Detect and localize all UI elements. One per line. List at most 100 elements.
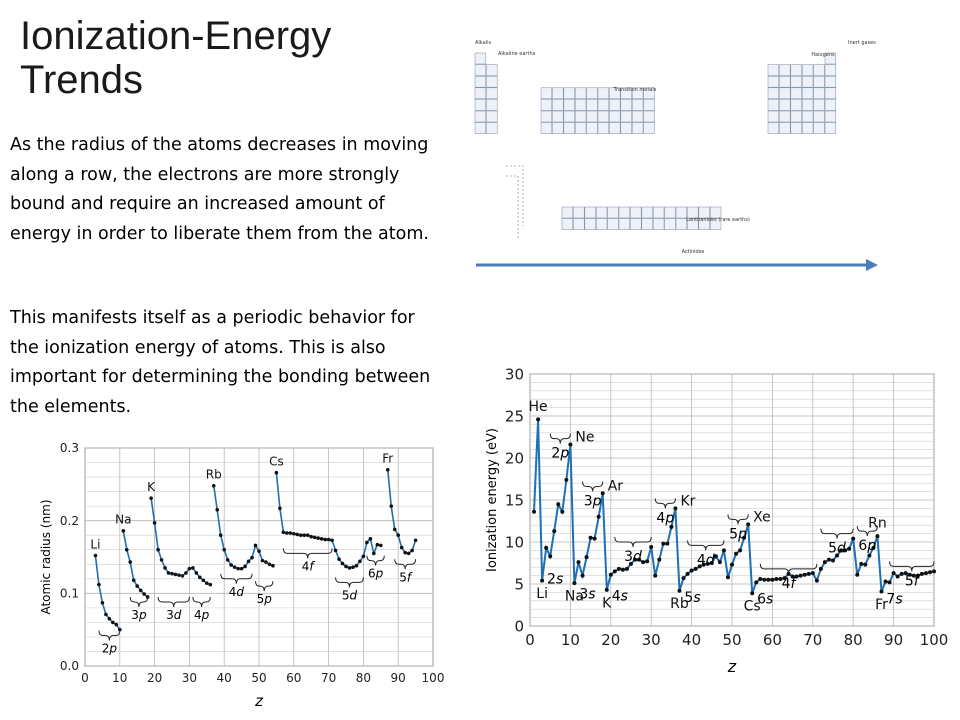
ion-data-point (778, 576, 783, 581)
radius-data-point (222, 547, 226, 552)
ion-data-point (871, 545, 876, 550)
ion-data-point (794, 574, 799, 579)
radius-data-point (410, 548, 414, 553)
pt-transition-cell (620, 87, 632, 100)
pt-transition-cell (540, 110, 553, 123)
ion-brace (582, 481, 604, 492)
radius-data-point (236, 566, 240, 571)
pt-transition-cell (631, 122, 644, 134)
ion-data-point (612, 569, 617, 574)
pt-f-block-cell (698, 218, 710, 230)
radius-data-point (298, 533, 303, 537)
ion-data-point (620, 567, 625, 572)
radius-brace-label: 4f (302, 559, 316, 573)
radius-data-point (232, 565, 237, 569)
ion-data-point (762, 577, 767, 582)
pt-p-block-cell (790, 75, 802, 88)
radius-xtick-label: 90 (391, 671, 406, 685)
ion-element-label: Li (536, 586, 548, 602)
ion-data-point (564, 477, 569, 482)
radius-data-point (135, 584, 139, 588)
ion-data-point (895, 574, 900, 579)
ion-data-point (855, 572, 860, 577)
radius-data-point (337, 557, 341, 561)
pt-p-block-cell (801, 64, 814, 76)
pt-p-block-cell (801, 110, 814, 123)
ion-data-point (927, 570, 932, 575)
pt-p-block-cell (813, 99, 825, 111)
ion-data-point (887, 580, 892, 585)
ion-data-point (592, 536, 597, 541)
radius-brace-label: 5f (399, 570, 413, 584)
ion-brace (614, 536, 652, 548)
pt-transition-cell (609, 122, 621, 134)
ion-data-point (746, 522, 751, 527)
pt-label-alkalis: Alkalis (475, 40, 491, 46)
radius-brace (129, 597, 149, 608)
radius-data-point (288, 531, 293, 535)
ion-y-axis-label: Ionization energy (eV) (485, 428, 500, 572)
radius-data-point (121, 529, 126, 533)
ion-data-point (774, 576, 779, 581)
ion-brace-label: 5f (905, 573, 921, 589)
ion-data-point (637, 557, 642, 562)
pt-transition-cell (563, 87, 575, 100)
ion-ytick-label: 20 (505, 449, 524, 467)
radius-ytick-label: 0.3 (60, 441, 79, 455)
ion-element-label: Xe (753, 509, 771, 525)
ion-data-point (867, 553, 872, 558)
radius-data-point (191, 566, 195, 570)
pt-cell (474, 99, 487, 111)
slide-title-line2: Trends (20, 58, 144, 102)
pt-p-block-cell (779, 110, 791, 123)
pt-p-block-cell (767, 87, 780, 100)
pt-p-block-cell (790, 87, 802, 100)
radius-xtick-label: 30 (182, 671, 197, 685)
pt-transition-cell (643, 110, 655, 123)
ion-element-label: K (602, 595, 612, 611)
radius-brace (192, 597, 211, 608)
radius-data-point (166, 571, 171, 575)
ion-x-axis-label: z (727, 657, 737, 676)
ion-data-point (576, 560, 581, 565)
pt-f-block-cell (561, 206, 574, 219)
ion-brace (687, 540, 725, 551)
ion-data-point (532, 509, 537, 514)
pt-label-halogens: Halogens (811, 52, 835, 58)
radius-data-point (124, 547, 129, 552)
ion-data-point (669, 524, 674, 529)
radius-data-point (399, 545, 404, 550)
radius-xtick-label: 50 (251, 671, 266, 685)
radius-data-point (347, 566, 352, 570)
pt-label-actinides: Actinides (682, 249, 705, 255)
radius-ytick-label: 0.0 (60, 659, 79, 673)
ion-data-point (843, 548, 848, 553)
ion-brace-label: 2p (551, 446, 569, 462)
ion-data-point (863, 562, 868, 567)
ion-data-point (600, 491, 605, 496)
radius-data-point (159, 558, 164, 562)
ion-brace (727, 514, 749, 525)
ion-data-point (911, 573, 916, 578)
radius-data-point (267, 562, 272, 567)
radius-data-point (131, 578, 136, 583)
ion-series-line (533, 419, 935, 594)
pt-p-block-cell (813, 110, 825, 123)
ion-data-point (673, 506, 678, 511)
pt-p-block-cell (790, 64, 802, 76)
pt-f-block-cell (698, 206, 710, 219)
ion-xtick-label: 10 (561, 631, 580, 649)
radius-data-point (205, 581, 209, 585)
radius-data-point (257, 549, 261, 553)
ion-data-point (847, 546, 852, 551)
pt-transition-cell (620, 122, 632, 134)
pt-transition-cell (563, 122, 575, 134)
radius-data-point (114, 622, 119, 627)
pt-transition-cell (631, 87, 644, 100)
ion-data-point (661, 541, 666, 546)
pt-f-block-cell (630, 218, 642, 230)
pt-label-lanthanides: Lanthanides (rare earths) (686, 217, 750, 223)
radius-data-point (340, 561, 345, 566)
ion-data-point (839, 548, 844, 553)
radius-brace-label: 3p (131, 608, 147, 622)
